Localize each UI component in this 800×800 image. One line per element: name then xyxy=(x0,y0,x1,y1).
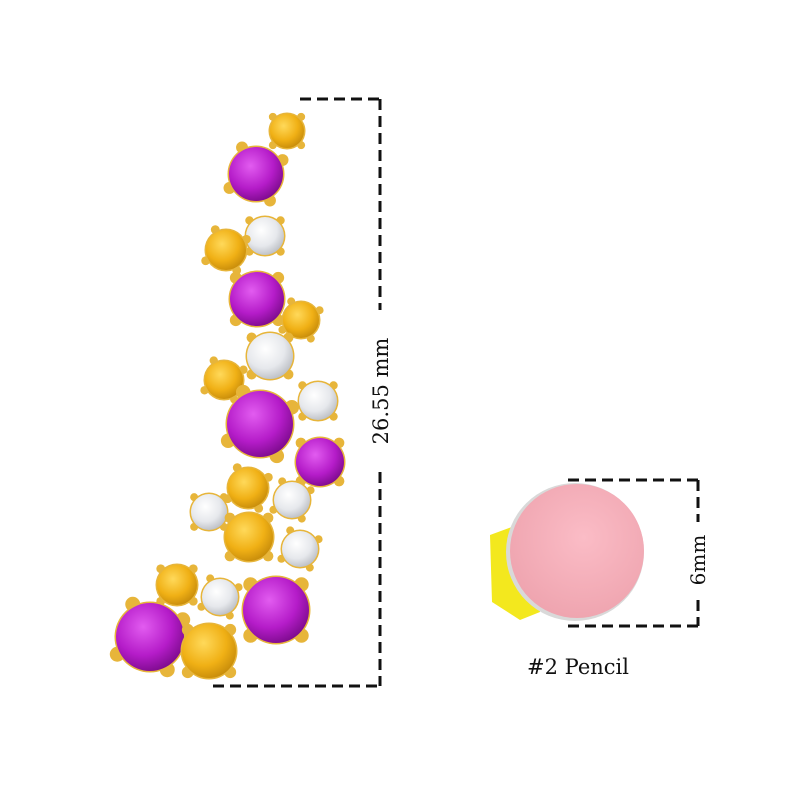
gem xyxy=(247,333,293,379)
citrine-stone xyxy=(223,511,275,563)
gem xyxy=(206,230,246,270)
citrine-stone xyxy=(155,563,199,607)
diamond-stone xyxy=(277,526,323,572)
gem xyxy=(228,468,268,508)
gem xyxy=(182,624,236,678)
pencil-caption: #2 Pencil xyxy=(527,655,629,679)
pencil-eraser xyxy=(510,484,644,618)
diamond-stone xyxy=(297,380,339,422)
gem xyxy=(157,565,197,605)
citrine-stone xyxy=(223,463,273,513)
gem xyxy=(270,114,304,148)
citrine-stone xyxy=(201,225,251,275)
diamond-stone xyxy=(269,477,315,523)
gem xyxy=(274,482,310,518)
amethyst-stone xyxy=(228,270,286,328)
gem xyxy=(205,361,243,399)
diamond-stone xyxy=(245,331,295,381)
gem xyxy=(229,147,283,201)
gem xyxy=(227,391,293,457)
earring-illustration xyxy=(109,112,346,680)
pencil-size-label: 6mm xyxy=(686,535,710,586)
amethyst-stone xyxy=(241,575,311,645)
gem xyxy=(230,272,284,326)
gem xyxy=(282,531,318,567)
gem xyxy=(191,494,227,530)
gem xyxy=(246,217,284,255)
gem xyxy=(202,579,238,615)
amethyst-stone xyxy=(109,596,191,678)
amethyst-stone xyxy=(294,436,346,488)
gem xyxy=(299,382,337,420)
earring-height-dimension xyxy=(213,97,382,688)
diamond-stone xyxy=(244,215,286,257)
gem xyxy=(243,577,309,643)
gem xyxy=(116,603,184,671)
citrine-stone xyxy=(278,297,324,343)
citrine-stone xyxy=(268,112,306,150)
gem xyxy=(225,513,273,561)
earring-height-label: 26.55 mm xyxy=(369,338,393,445)
pencil-illustration xyxy=(490,483,644,621)
diamond-stone xyxy=(189,492,229,532)
diamond-stone xyxy=(197,574,243,620)
citrine-stone xyxy=(180,622,238,680)
gem xyxy=(283,302,319,338)
amethyst-stone xyxy=(223,141,289,207)
pencil-size-dimension xyxy=(568,478,700,628)
citrine-stone xyxy=(200,356,248,404)
amethyst-stone xyxy=(220,384,300,464)
gem xyxy=(296,438,344,486)
